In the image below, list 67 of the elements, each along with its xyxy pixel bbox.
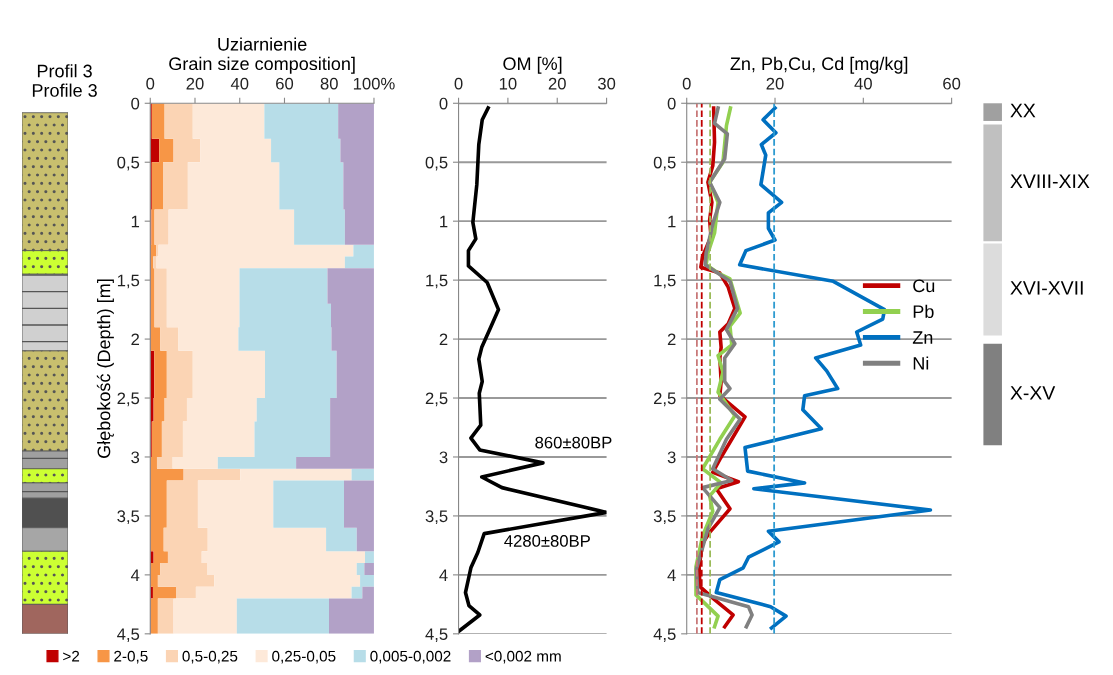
text: X-XV xyxy=(1010,386,1056,400)
line-series xyxy=(694,106,754,629)
y-tick-label: 0 xyxy=(667,97,676,110)
legend-label: 2-0,5 xyxy=(114,650,148,664)
y-tick-label: 1,5 xyxy=(117,274,140,289)
x-tick-label: 80 xyxy=(320,77,338,90)
text: XX xyxy=(1010,103,1036,118)
legend-label: Cu xyxy=(913,279,935,293)
text: XVIII-XIX xyxy=(1010,174,1090,188)
text: Profil 3 Profile 3 xyxy=(32,64,97,97)
chart-title: OM [%] xyxy=(503,56,562,74)
x-tick-label: 60 xyxy=(943,77,961,90)
y-tick-label: 4,5 xyxy=(117,628,140,642)
y-tick-label: 2,5 xyxy=(117,392,140,407)
y-tick-label: 1 xyxy=(668,215,676,228)
x-tick-label: 10 xyxy=(499,77,517,90)
y-tick-label: 1 xyxy=(440,215,448,228)
y-tick-label: 4 xyxy=(130,569,140,581)
x-tick-label: 20 xyxy=(548,77,566,90)
y-tick-label: 4 xyxy=(439,569,448,581)
y-tick-label: 2 xyxy=(667,333,676,346)
legend-label: Ni xyxy=(913,356,929,370)
chart-title: Uziarnienie Grain size composition] xyxy=(169,37,355,74)
x-tick-label: 20 xyxy=(766,77,784,90)
y-tick-label: 3,5 xyxy=(653,510,676,525)
y-tick-label: 4,5 xyxy=(425,628,448,642)
y-tick-label: 0,5 xyxy=(425,156,448,171)
y-tick-label: 1 xyxy=(131,215,140,228)
y-tick-label: 3,5 xyxy=(425,510,448,525)
y-axis-title: Głębokość (Depth) [m] xyxy=(96,279,114,458)
annotation: 4280±80BP xyxy=(504,535,590,547)
chart-title: Zn, Pb,Cu, Cd [mg/kg] xyxy=(730,56,908,74)
line-series xyxy=(714,106,933,630)
legend-label: 0,005-0,002 xyxy=(370,650,451,664)
y-tick-label: 0 xyxy=(131,97,140,110)
x-tick-label: 30 xyxy=(597,77,616,90)
x-tick-label: 0 xyxy=(454,77,463,90)
legend-label: Zn xyxy=(912,331,933,344)
y-tick-label: 3 xyxy=(131,451,140,464)
x-tick-label: 0 xyxy=(146,77,155,90)
y-tick-label: 4,5 xyxy=(653,628,676,642)
x-tick-label: 20 xyxy=(186,77,204,90)
y-tick-label: 3 xyxy=(667,451,676,464)
legend-label: Pb xyxy=(913,304,934,319)
y-tick-label: 2,5 xyxy=(653,392,676,407)
legend-label: >2 xyxy=(63,650,80,662)
y-tick-label: 0,5 xyxy=(653,156,676,171)
y-tick-label: 0,5 xyxy=(117,156,140,171)
legend-label: <0,002 mm xyxy=(485,650,561,664)
y-tick-label: 2 xyxy=(131,333,139,346)
y-tick-label: 1,5 xyxy=(654,274,676,289)
y-tick-label: 3,5 xyxy=(117,510,140,525)
x-tick-label: 40 xyxy=(230,77,249,90)
y-tick-label: 1,5 xyxy=(426,274,448,289)
legend-label: 0,25-0,05 xyxy=(272,650,336,664)
y-tick-label: 3 xyxy=(439,451,448,464)
x-tick-label: 60 xyxy=(276,77,294,90)
y-tick-label: 2 xyxy=(439,333,448,346)
x-tick-label: 0 xyxy=(682,77,691,90)
y-tick-label: 4 xyxy=(667,569,676,581)
y-tick-label: 2,5 xyxy=(425,392,448,407)
text: XVI-XVII xyxy=(1010,281,1083,295)
y-tick-label: 0 xyxy=(439,97,448,110)
annotation: 860±80BP xyxy=(535,436,612,449)
legend-label: 0,5-0,25 xyxy=(182,650,238,664)
x-tick-label: 100% xyxy=(353,77,395,90)
x-tick-label: 40 xyxy=(854,77,872,90)
